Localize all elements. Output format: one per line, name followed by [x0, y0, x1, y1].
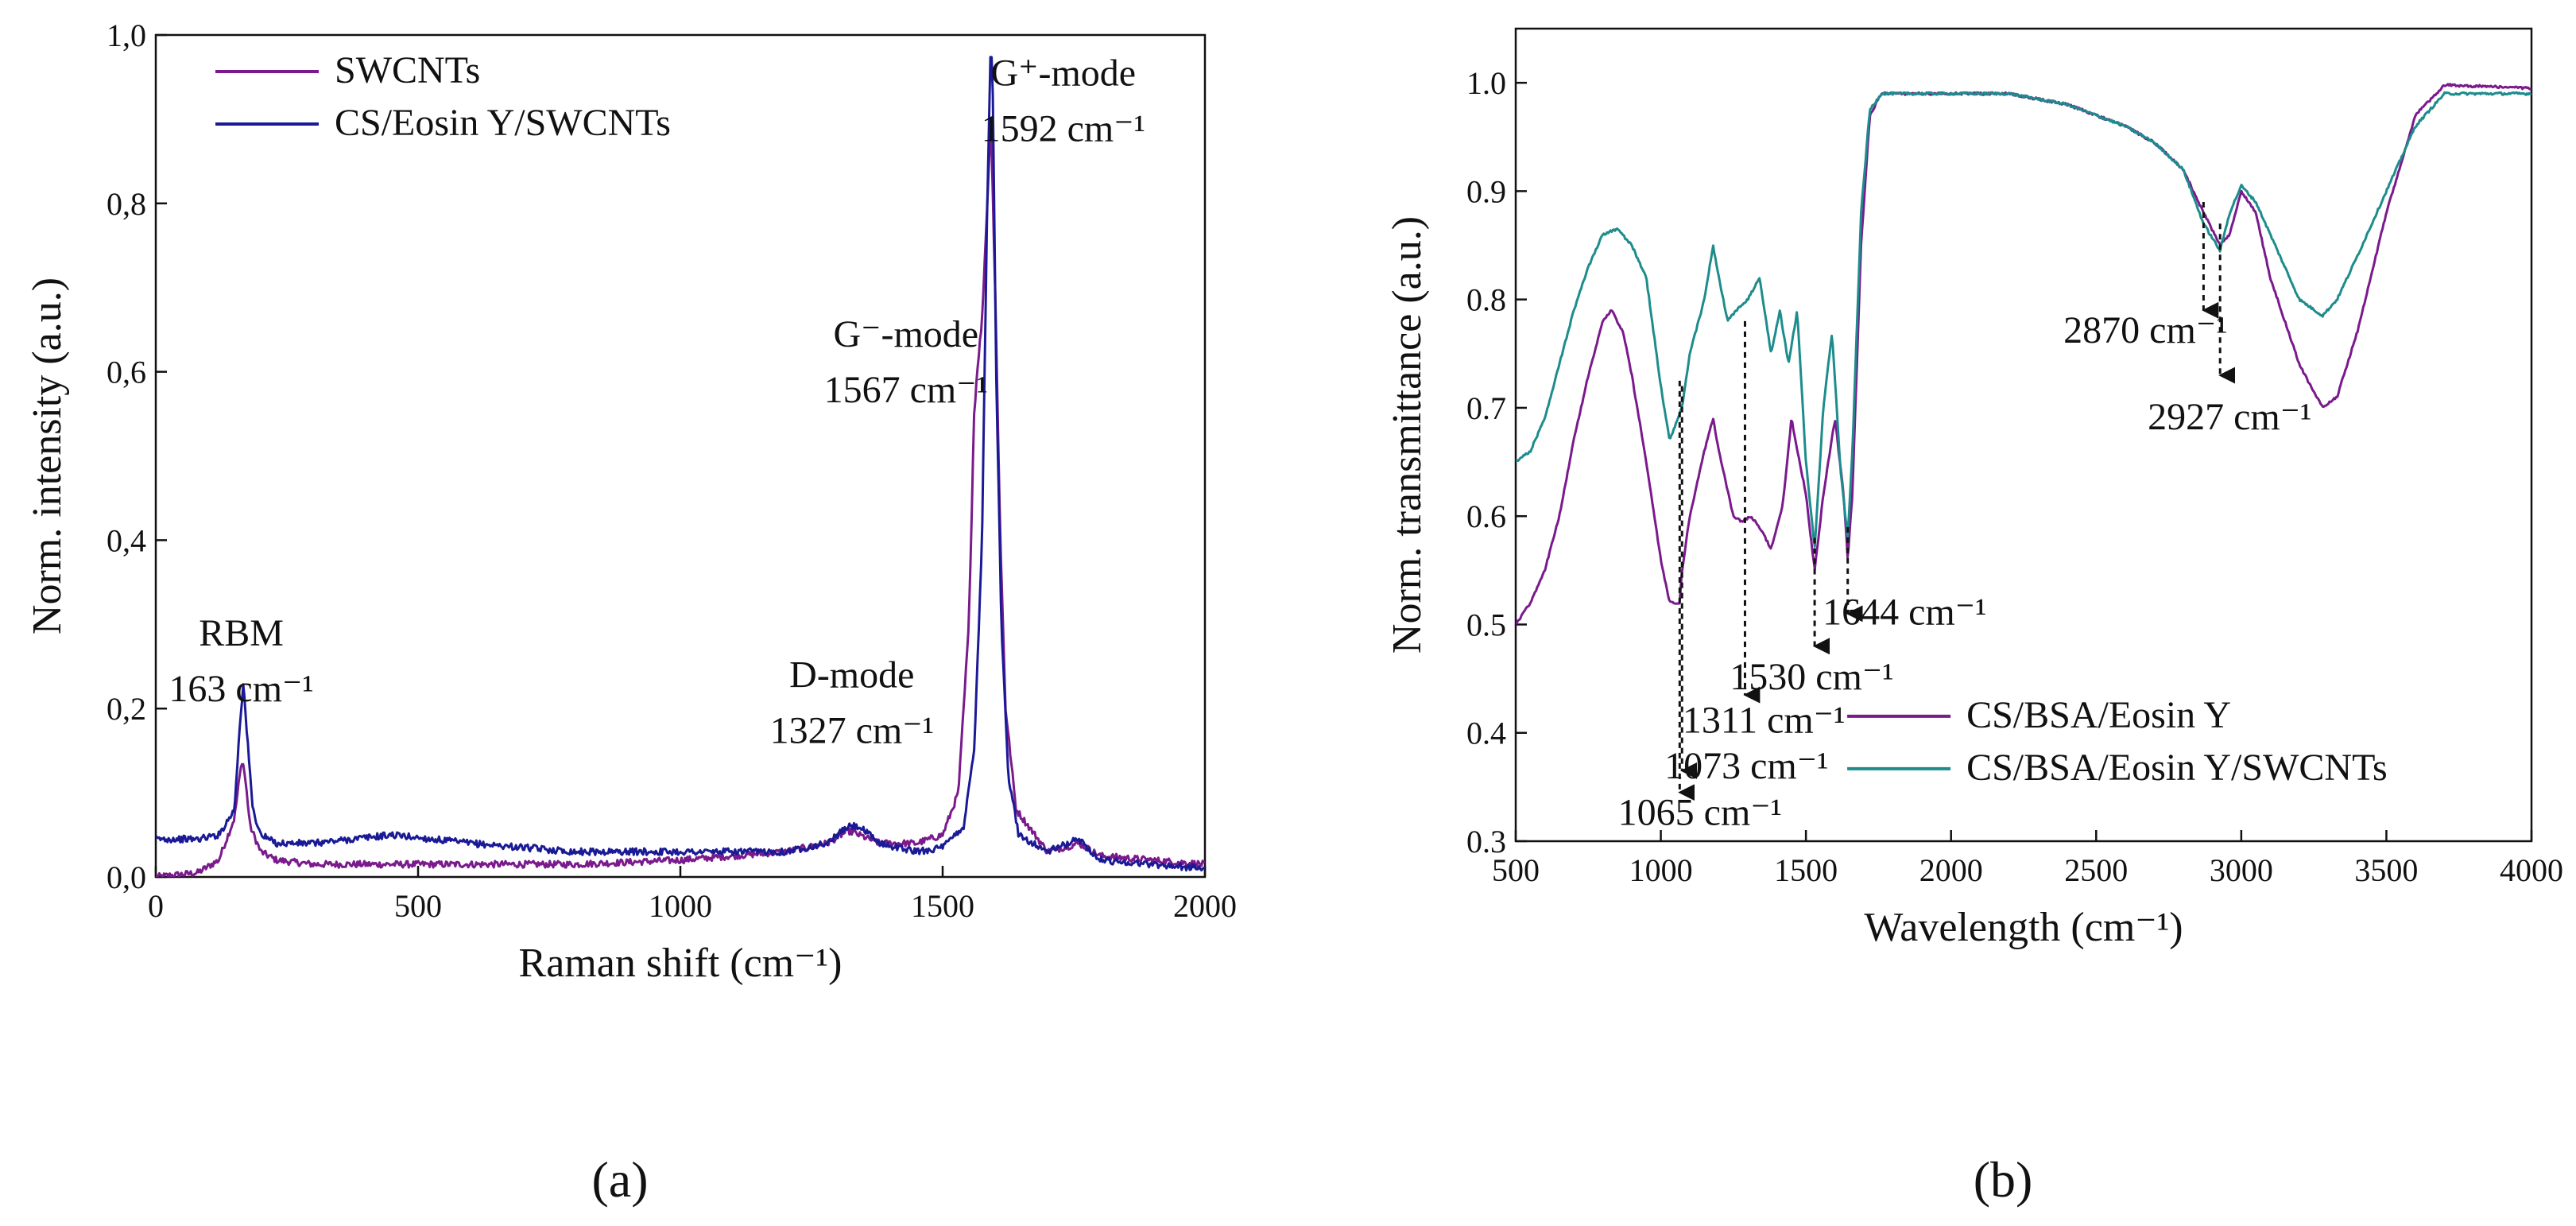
x-tick-label: 0: [148, 888, 164, 924]
series-line-1: [156, 131, 1205, 877]
x-tick-label: 2000: [1919, 852, 1983, 888]
panel-label: (b): [1974, 1151, 2033, 1208]
y-tick-label: 1,0: [107, 17, 146, 53]
raman-spectrum-panel: 0 500 1000 1500 2000 0,0 0,2 0,4 0,6 0,8 1,0 Raman …: [25, 17, 1237, 1208]
x-tick-label: 2000: [1173, 888, 1237, 924]
x-axis-title: Raman shift (cm⁻¹): [519, 941, 843, 986]
series-line-2: [1516, 91, 2531, 548]
ftir-spectrum-panel: 500 1000 1500 2000 2500 3000 3500 4000 0.3 0.4 0.5…: [1385, 27, 2563, 1208]
peak-annotation: 1327 cm⁻¹: [770, 710, 934, 752]
peak-annotation: 1065 cm⁻¹: [1618, 792, 1782, 834]
legend-label: CS/BSA/Eosin Y/SWCNTs: [1966, 747, 2388, 789]
y-tick-label: 0,0: [107, 859, 146, 895]
legend: CS/BSA/Eosin Y CS/BSA/Eosin Y/SWCNTs: [1847, 694, 2388, 789]
y-tick-label: 0,6: [107, 355, 146, 390]
x-tick-label: 1000: [1629, 852, 1693, 888]
peak-annotation: 1592 cm⁻¹: [982, 108, 1145, 150]
y-tick-label: 0.3: [1466, 824, 1506, 859]
legend-label: SWCNTs: [335, 49, 480, 91]
peak-annotation: 2927 cm⁻¹: [2148, 396, 2311, 438]
x-axis-title: Wavelength (cm⁻¹): [1864, 905, 2183, 950]
series-line-1: [1516, 83, 2531, 626]
x-tick-label: 3500: [2354, 852, 2418, 888]
peak-annotation: 1530 cm⁻¹: [1730, 656, 1893, 698]
peak-annotation: 1567 cm⁻¹: [824, 369, 988, 411]
peak-annotation: 1073 cm⁻¹: [1664, 745, 1828, 787]
y-axis-title: Norm. transmittance (a.u.): [1385, 216, 1430, 654]
peak-annotation: 1644 cm⁻¹: [1823, 591, 1986, 633]
plot-frame: [1514, 27, 2533, 843]
y-axis-title: Norm. intensity (a.u.): [25, 277, 70, 634]
peak-annotation: 163 cm⁻¹: [169, 668, 313, 710]
series-line-2: [156, 56, 1205, 872]
peak-annotation: 1311 cm⁻¹: [1683, 700, 1846, 742]
y-tick-label: 0.4: [1466, 716, 1506, 751]
x-tick-label: 1500: [1774, 852, 1838, 888]
y-tick-label: 1.0: [1466, 65, 1506, 101]
y-tick-label: 0,8: [107, 186, 146, 222]
x-tick-label: 500: [394, 888, 442, 924]
peak-annotation: G⁺-mode: [990, 52, 1136, 95]
y-tick-label: 0,2: [107, 691, 146, 727]
x-tick-label: 500: [1492, 852, 1540, 888]
peak-annotation: 2870 cm⁻¹: [2063, 309, 2227, 351]
x-tick-label: 2500: [2064, 852, 2128, 888]
legend: SWCNTs CS/Eosin Y/SWCNTs: [215, 49, 671, 144]
x-tick-label: 1000: [649, 888, 712, 924]
legend-label: CS/BSA/Eosin Y: [1966, 694, 2231, 736]
y-tick-label: 0.8: [1466, 282, 1506, 318]
x-tick-label: 1500: [911, 888, 974, 924]
y-tick-label: 0.7: [1466, 390, 1506, 426]
peak-annotation: G⁻-mode: [833, 313, 978, 355]
plot-frame: [154, 33, 1207, 879]
peak-annotation: RBM: [199, 612, 284, 654]
x-tick-label: 4000: [2500, 852, 2563, 888]
legend-label: CS/Eosin Y/SWCNTs: [335, 102, 671, 144]
y-tick-label: 0.6: [1466, 499, 1506, 534]
y-tick-label: 0,4: [107, 522, 146, 558]
y-tick-label: 0.9: [1466, 173, 1506, 209]
y-tick-label: 0.5: [1466, 607, 1506, 642]
x-tick-label: 3000: [2210, 852, 2273, 888]
peak-annotation: D-mode: [789, 654, 914, 696]
panel-label: (a): [591, 1151, 648, 1208]
